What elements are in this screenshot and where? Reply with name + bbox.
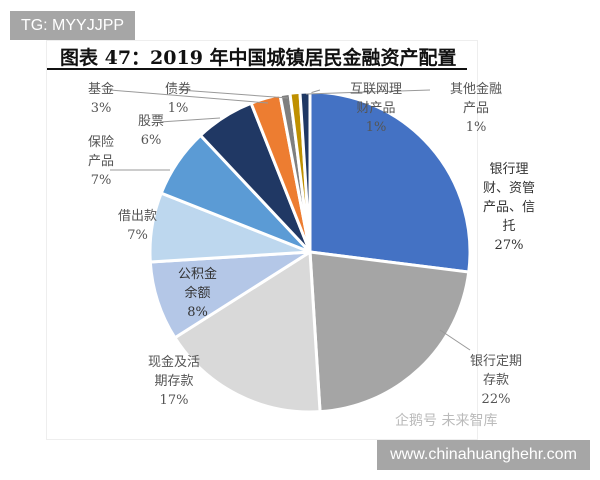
- slice-percent: 3%: [90, 101, 112, 116]
- slice-percent: 1%: [167, 101, 189, 116]
- slice-name: 股票: [138, 114, 165, 129]
- watermark-bottom: www.chinahuanghehr.com: [377, 440, 590, 470]
- slice-label-0: 银行理 财、资管 产品、信 托 27%: [483, 160, 535, 255]
- slice-label-8: 债券 1%: [165, 80, 191, 118]
- pie-slice-10: [298, 90, 312, 253]
- slice-name: 现金及活 期存款: [148, 355, 201, 389]
- slice-label-5: 保险 产品 7%: [88, 133, 114, 190]
- leader-line-1: [439, 329, 471, 351]
- slice-percent: 1%: [365, 120, 387, 135]
- source-watermark: 企鹅号 未来智库: [395, 413, 498, 429]
- pie-slice-2: [172, 249, 322, 414]
- title-rule: [47, 68, 467, 70]
- slice-percent: 22%: [481, 392, 511, 407]
- slice-name: 基金: [88, 82, 115, 97]
- pie-slice-1: [308, 250, 471, 414]
- slice-label-6: 股票 6%: [138, 112, 164, 150]
- slice-label-7: 基金 3%: [88, 80, 114, 118]
- slice-name: 借出款: [118, 209, 158, 224]
- chart-title: 图表 47：2019 年中国城镇居民金融资产配置: [60, 47, 457, 69]
- leader-line-8: [179, 89, 289, 99]
- slice-name: 债券: [165, 82, 192, 97]
- slice-name: 其他金融 产品: [450, 82, 503, 116]
- slice-label-10: 其他金融 产品 1%: [450, 80, 502, 137]
- slice-name: 银行定期 存款: [470, 354, 523, 388]
- leader-line-6: [159, 117, 221, 123]
- slice-label-3: 公积金 余额 8%: [178, 265, 217, 322]
- leader-line-7: [109, 89, 269, 104]
- slice-label-4: 借出款 7%: [118, 207, 157, 245]
- slice-percent: 17%: [159, 393, 189, 408]
- slice-percent: 27%: [494, 238, 524, 253]
- slice-name: 银行理 财、资管 产品、信 托: [483, 162, 536, 234]
- slice-percent: 6%: [140, 133, 162, 148]
- slice-name: 互联网理 财产品: [350, 82, 403, 116]
- slice-name: 保险 产品: [88, 135, 115, 169]
- slice-name: 公积金 余额: [178, 267, 218, 301]
- slice-label-1: 银行定期 存款 22%: [470, 352, 522, 409]
- slice-label-9: 互联网理 财产品 1%: [350, 80, 402, 137]
- watermark-top: TG: MYYJJPP: [10, 11, 135, 40]
- slice-percent: 7%: [127, 228, 148, 243]
- slice-percent: 8%: [187, 305, 208, 320]
- slice-percent: 7%: [90, 173, 112, 188]
- slice-label-2: 现金及活 期存款 17%: [148, 353, 200, 410]
- pie-slice-0: [308, 90, 472, 274]
- chart-frame: [46, 40, 478, 440]
- slice-percent: 1%: [465, 120, 487, 135]
- leader-line-10: [305, 89, 431, 95]
